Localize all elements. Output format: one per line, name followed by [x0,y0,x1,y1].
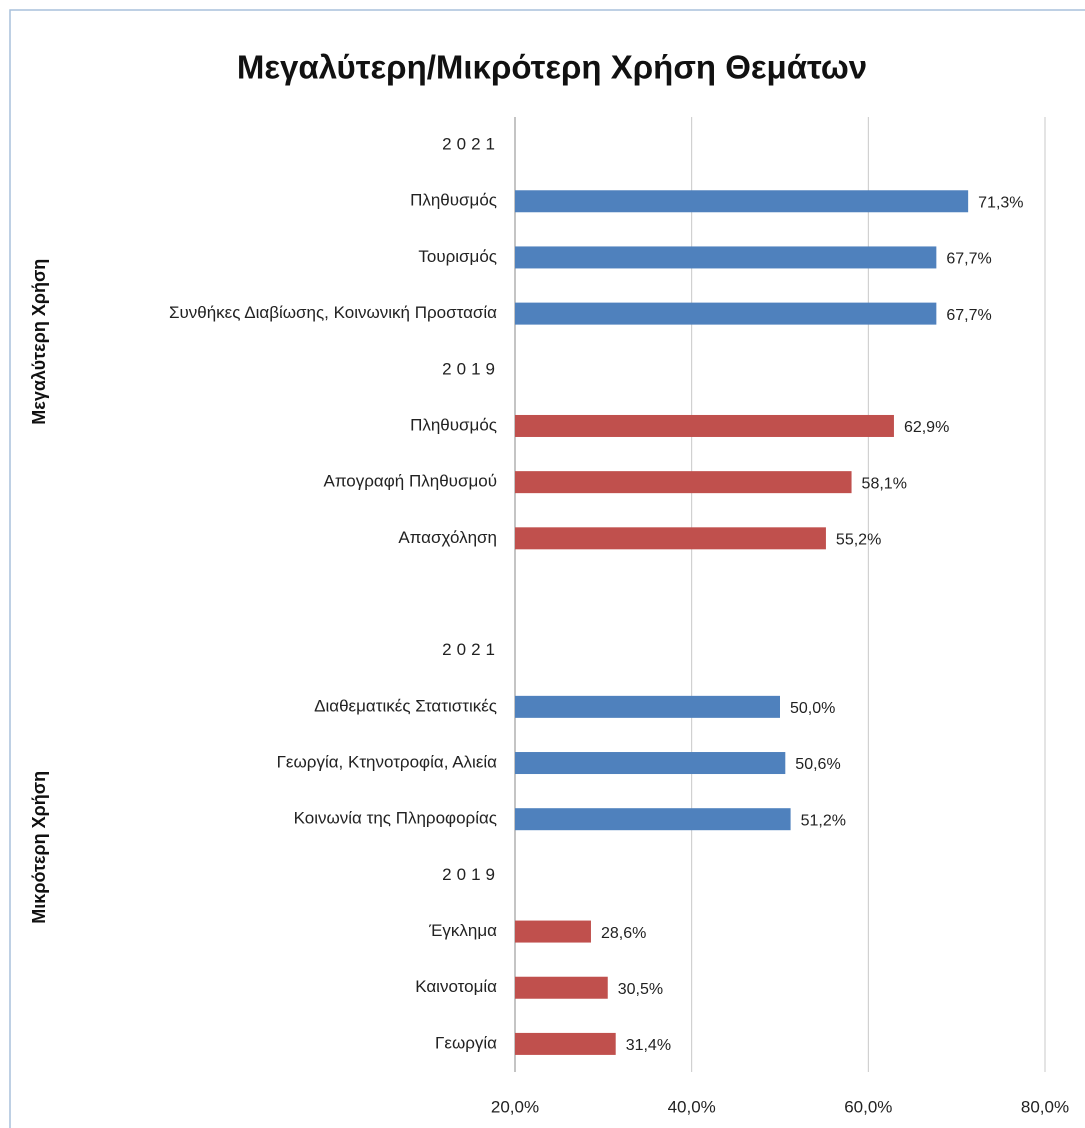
year-label: 2021 [442,135,500,154]
data-label: 71,3% [978,194,1023,211]
y-tick-label: Έγκλημα [428,921,497,940]
bar [515,1032,616,1055]
group-label: Μικρότερη Χρήση [29,771,49,924]
data-label: 67,7% [946,251,991,268]
data-label: 51,2% [801,812,846,829]
data-label: 58,1% [862,475,907,492]
bar [515,527,826,550]
data-label: 28,6% [601,925,646,942]
y-tick-label: Απογραφή Πληθυσμού [323,472,497,491]
bar [515,976,608,999]
y-tick-label: Κοινωνία της Πληροφορίας [294,809,497,828]
bar [515,414,894,437]
y-tick-label: Γεωργία, Κτηνοτροφία, Αλιεία [277,753,498,772]
y-tick-label: Πληθυσμός [410,191,497,210]
data-label: 50,6% [795,756,840,773]
y-tick-label: Πληθυσμός [410,415,497,434]
year-label: 2021 [442,640,500,659]
bar [515,246,937,269]
data-label: 67,7% [946,307,991,324]
bar [515,808,791,831]
data-label: 30,5% [618,981,663,998]
x-tick-label: 80,0% [1021,1097,1069,1116]
y-tick-label: Διαθεματικές Στατιστικές [314,696,497,715]
y-tick-label: Συνθήκες Διαβίωσης, Κοινωνική Προστασία [169,303,497,322]
x-tick-label: 60,0% [844,1097,892,1116]
data-label: 62,9% [904,419,949,436]
group-label: Μεγαλύτερη Χρήση [29,259,49,425]
bar [515,920,591,943]
bar [515,190,969,213]
chart-frame [9,9,1085,1128]
data-label: 55,2% [836,532,881,549]
year-label: 2019 [442,865,500,884]
bar [515,302,937,325]
year-label: 2019 [442,359,500,378]
data-label: 31,4% [626,1037,671,1054]
x-tick-label: 20,0% [491,1097,539,1116]
bar [515,471,852,494]
y-tick-label: Τουρισμός [418,247,497,266]
bar [515,695,780,718]
y-tick-label: Απασχόληση [398,528,497,547]
y-tick-label: Καινοτομία [415,977,497,996]
y-tick-label: Γεωργία [435,1033,497,1052]
x-tick-label: 40,0% [668,1097,716,1116]
chart-title: Μεγαλύτερη/Μικρότερη Χρήση Θεμάτων [237,49,867,86]
data-label: 50,0% [790,700,835,717]
bar [515,752,786,775]
